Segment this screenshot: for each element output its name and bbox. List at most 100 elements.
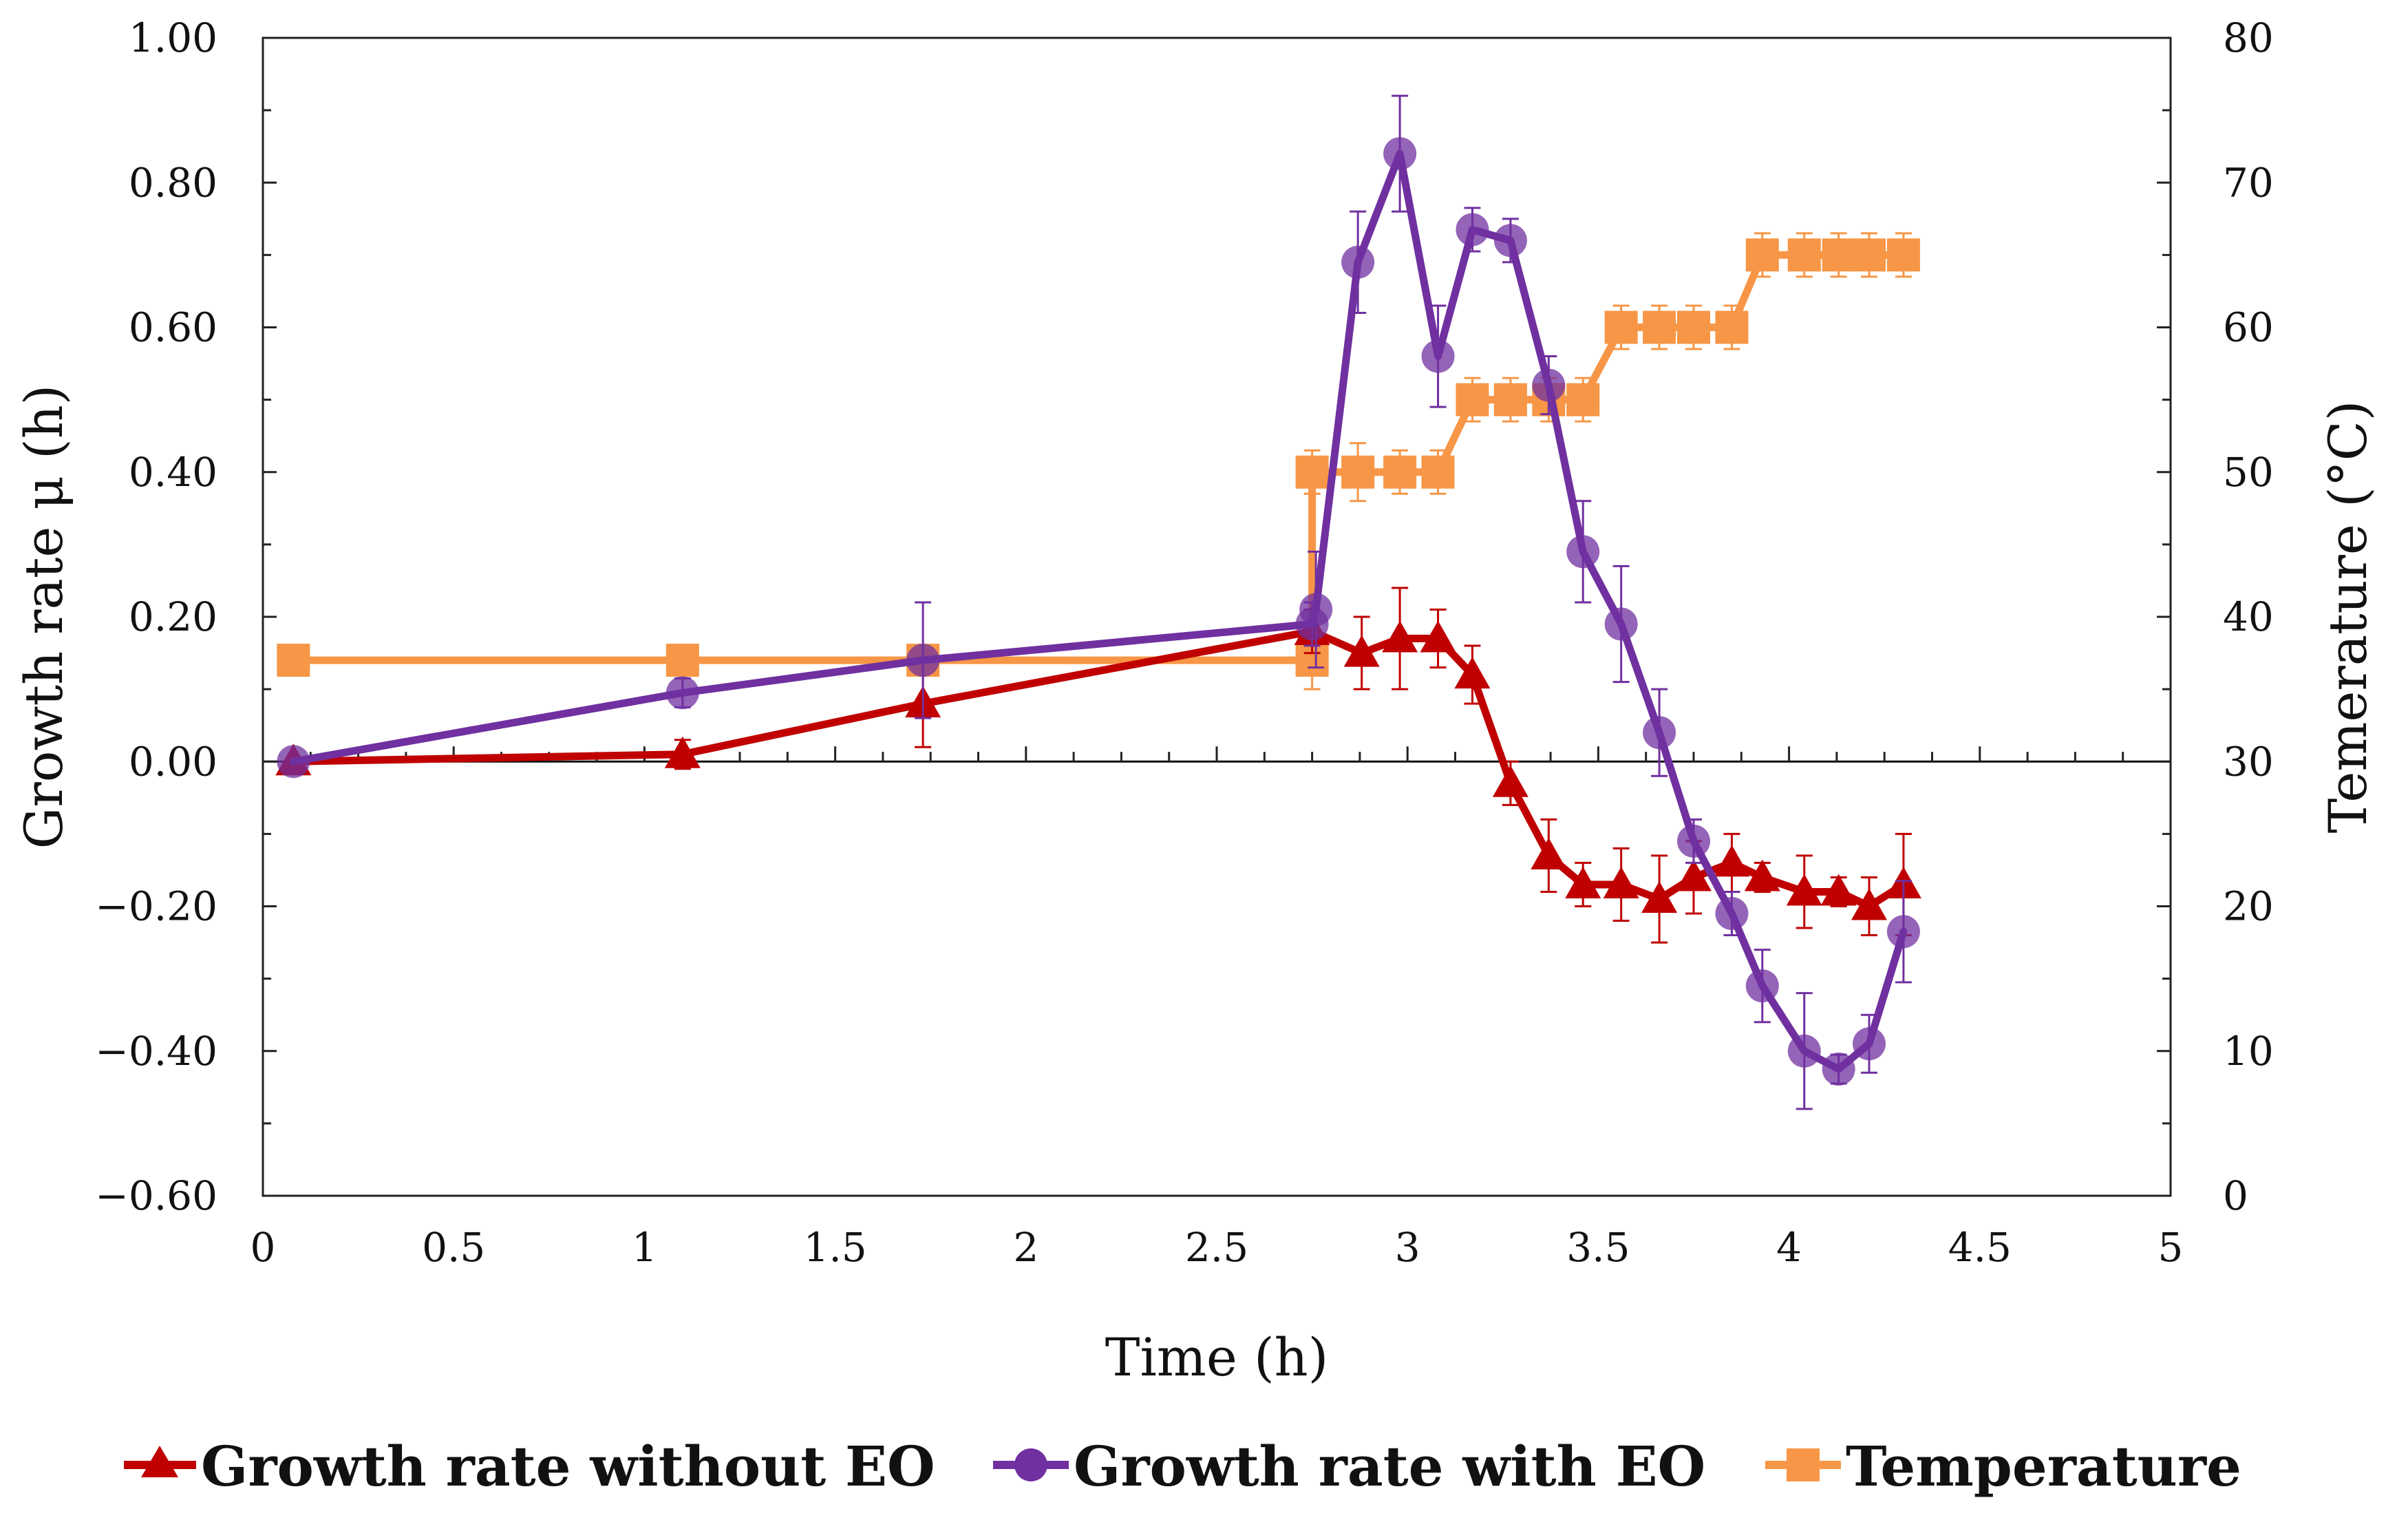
- data-point: [1643, 716, 1676, 750]
- data-point: [665, 644, 699, 677]
- data-point: [1383, 137, 1417, 171]
- data-point: [1715, 897, 1749, 931]
- data-point: [1677, 310, 1710, 344]
- plot-frame: [262, 36, 2172, 1197]
- data-point: [1641, 880, 1678, 913]
- data-point: [1343, 635, 1380, 667]
- data-point: [1886, 915, 1920, 949]
- y-tick-label: −0.40: [95, 1028, 217, 1075]
- data-point: [1566, 535, 1600, 569]
- data-point: [1604, 310, 1638, 344]
- y-tick-label: −0.20: [95, 883, 217, 930]
- y2-tick-label: 50: [2223, 449, 2274, 496]
- data-point: [1643, 310, 1676, 344]
- data-point: [906, 644, 940, 677]
- data-point: [1454, 657, 1491, 689]
- data-point: [1677, 824, 1710, 858]
- data-point: [1565, 866, 1601, 898]
- axis-ticks: [262, 109, 2171, 1197]
- legend-item-with-eo: Growth rate with EO: [993, 1434, 1705, 1499]
- data-point: [1383, 455, 1417, 489]
- data-point: [1676, 859, 1712, 891]
- x-tick-label: 2: [1013, 1224, 1038, 1271]
- legend-label-temperature: Temperature: [1846, 1434, 2241, 1499]
- data-point: [1853, 1027, 1886, 1061]
- data-point: [1604, 607, 1638, 641]
- y2-tick-labels: 0 10 20 30 40 50 60 70 80: [2223, 14, 2274, 1219]
- x-tick-labels: 0 0.5 1 1.5 2 2.5 3 3.5 4 4.5 5: [251, 1224, 2184, 1271]
- data-point: [1822, 238, 1855, 272]
- data-point: [1745, 238, 1779, 272]
- data-point: [1382, 620, 1418, 653]
- legend-item-temperature: Temperature: [1765, 1434, 2241, 1499]
- legend-circle-icon: [1014, 1448, 1047, 1481]
- legend-triangle-icon: [141, 1446, 178, 1477]
- data-point: [1603, 866, 1639, 898]
- x-tick-label: 3.5: [1566, 1224, 1630, 1271]
- data-point: [1714, 845, 1750, 877]
- data-point: [1715, 310, 1749, 344]
- x-tick-label: 0: [251, 1224, 276, 1271]
- data-point: [1745, 969, 1779, 1003]
- y-tick-label: 0.00: [129, 738, 217, 785]
- data-point: [664, 736, 701, 768]
- data-point: [1786, 874, 1822, 906]
- series-square: [277, 232, 1920, 690]
- data-point: [1531, 837, 1567, 869]
- x-tick-label: 1.5: [803, 1224, 866, 1271]
- data-point: [1787, 1034, 1821, 1068]
- data-point: [1341, 245, 1375, 279]
- data-point: [277, 644, 310, 677]
- x-tick-label: 0.5: [422, 1224, 485, 1271]
- series-layer: [275, 94, 1921, 1110]
- series-circle: [277, 94, 1920, 1110]
- data-point: [1456, 213, 1489, 246]
- data-point: [1493, 224, 1527, 257]
- legend-square-icon: [1787, 1448, 1820, 1481]
- series-line: [289, 627, 1908, 910]
- y2-tick-label: 40: [2223, 593, 2274, 640]
- y2-tick-label: 20: [2223, 883, 2274, 930]
- data-point: [1420, 620, 1456, 653]
- y-tick-label: 1.00: [129, 14, 217, 61]
- data-point: [1421, 339, 1455, 373]
- x-axis-title: Time (h): [1105, 1327, 1328, 1388]
- x-tick-label: 2.5: [1185, 1224, 1248, 1271]
- x-tick-label: 5: [2158, 1224, 2184, 1271]
- data-point: [1295, 455, 1329, 489]
- y2-tick-label: 70: [2223, 159, 2274, 206]
- data-point: [1532, 368, 1566, 402]
- y2-tick-label: 60: [2223, 304, 2274, 351]
- y2-tick-label: 80: [2223, 14, 2274, 61]
- data-point: [1851, 888, 1888, 920]
- data-point: [1744, 859, 1780, 891]
- y2-tick-label: 30: [2223, 738, 2274, 785]
- y-tick-label: 0.60: [129, 304, 217, 351]
- x-tick-label: 4.5: [1948, 1224, 2012, 1271]
- data-point: [1787, 238, 1821, 272]
- data-point: [1853, 238, 1886, 272]
- data-point: [1886, 238, 1920, 272]
- y2-axis-title: Temerature (°C): [2317, 401, 2378, 834]
- legend: Growth rate without EO Growth rate with …: [124, 1434, 2241, 1499]
- data-point: [1421, 455, 1455, 489]
- legend-item-without-eo: Growth rate without EO: [124, 1434, 935, 1499]
- y-axis-title: Growth rate μ (h): [13, 385, 74, 849]
- y-tick-label: 0.80: [129, 159, 217, 206]
- data-point: [665, 676, 699, 710]
- y-tick-label: 0.20: [129, 593, 217, 640]
- y-tick-labels: −0.60 −0.40 −0.20 0.00 0.20 0.40 0.60 0.80 1.00: [95, 14, 217, 1219]
- data-point: [277, 745, 310, 779]
- legend-label-with-eo: Growth rate with EO: [1074, 1434, 1705, 1499]
- data-point: [1822, 1053, 1855, 1086]
- series-line: [289, 149, 1908, 1073]
- y2-tick-label: 10: [2223, 1028, 2274, 1075]
- x-tick-label: 1: [632, 1224, 657, 1271]
- y2-tick-label: 0: [2223, 1172, 2248, 1219]
- data-point: [1299, 593, 1333, 626]
- data-point: [1566, 383, 1600, 416]
- x-tick-label: 4: [1776, 1224, 1802, 1271]
- data-point: [1456, 383, 1489, 416]
- data-point: [1492, 765, 1528, 797]
